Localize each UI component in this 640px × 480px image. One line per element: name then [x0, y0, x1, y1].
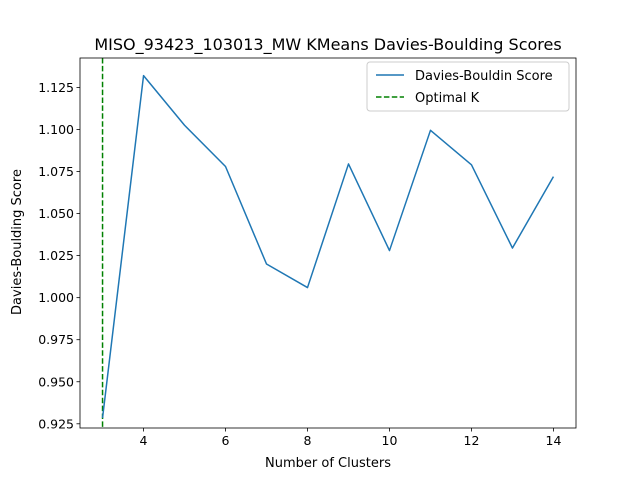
y-tick-label: 1.025 — [38, 248, 74, 263]
y-tick-label: 0.925 — [38, 416, 74, 431]
legend-label-score: Davies-Bouldin Score — [415, 69, 553, 84]
legend-box — [366, 61, 570, 112]
y-tick-label: 1.050 — [38, 206, 74, 221]
y-tick-label: 1.125 — [38, 80, 74, 95]
y-tick-label: 1.100 — [38, 122, 74, 137]
y-axis: 0.925 0.950 0.975 1.000 1.025 1.050 1.075 1.100… — [38, 80, 80, 431]
x-tick-label: 4 — [140, 433, 148, 448]
x-tick-label: 8 — [304, 433, 312, 448]
x-tick-label: 12 — [464, 433, 480, 448]
y-tick-label: 1.000 — [38, 290, 74, 305]
x-axis-label: Number of Clusters — [265, 456, 391, 471]
y-axis-label: Davies-Boulding Score — [10, 169, 25, 315]
x-tick-label: 10 — [382, 433, 398, 448]
legend: Davies-Bouldin Score Optimal K — [366, 61, 570, 112]
y-tick-label: 1.075 — [38, 164, 74, 179]
score-line — [101, 74, 555, 418]
legend-label-optimal-k: Optimal K — [415, 91, 480, 106]
x-axis: 4 6 8 10 12 14 — [140, 428, 562, 448]
x-tick-label: 14 — [546, 433, 562, 448]
chart-title: MISO_93423_103013_MW KMeans Davies-Bould… — [94, 35, 561, 55]
plot-frame — [79, 57, 577, 429]
x-tick-label: 6 — [222, 433, 230, 448]
y-tick-label: 0.975 — [38, 332, 74, 347]
y-tick-label: 0.950 — [38, 374, 74, 389]
plot-area — [79, 57, 577, 429]
